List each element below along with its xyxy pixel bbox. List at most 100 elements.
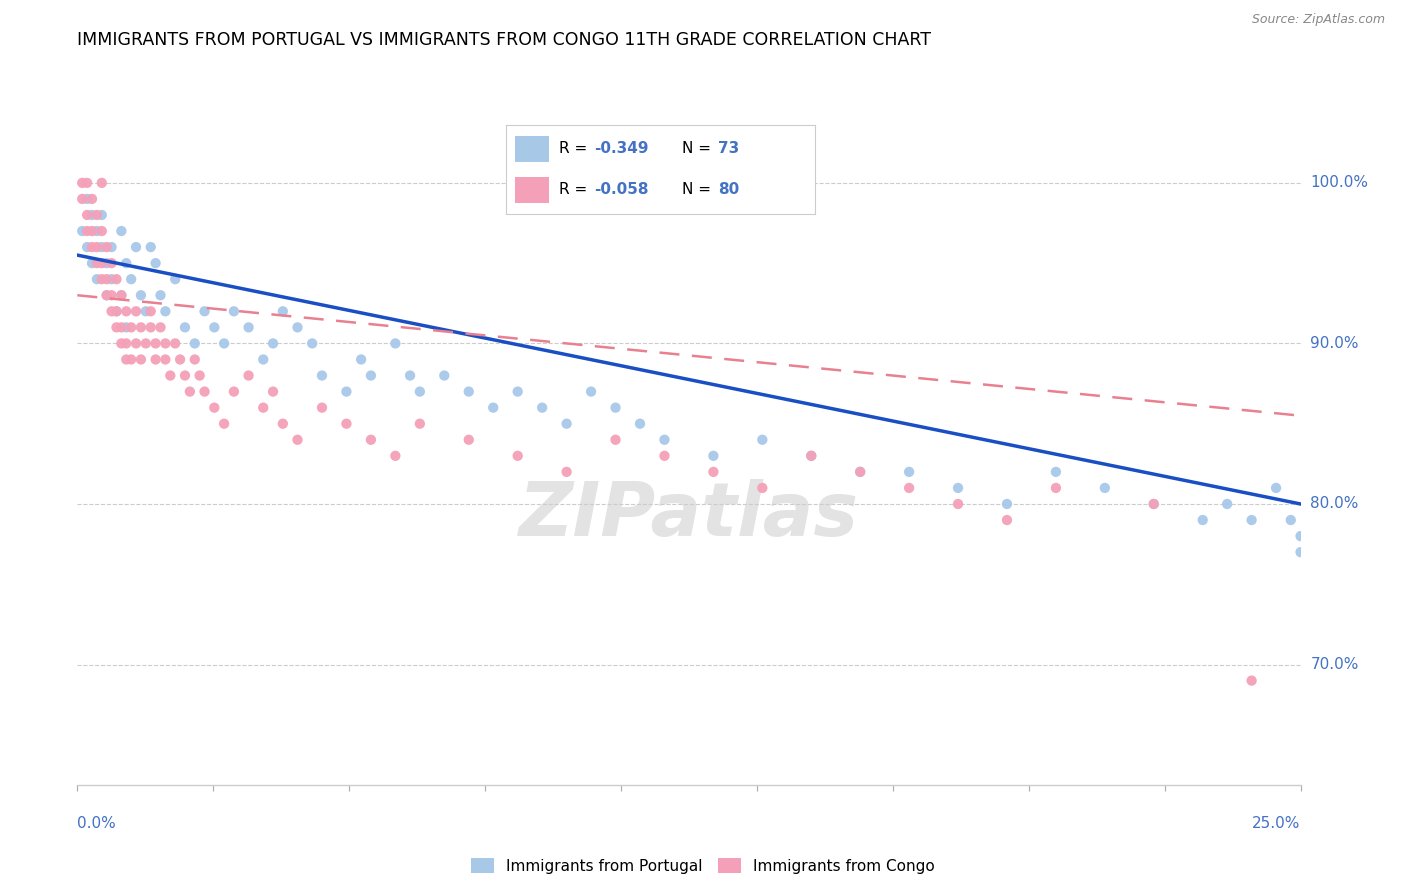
Point	[70, 224, 93, 238]
Text: ZIPatlas: ZIPatlas	[519, 479, 859, 552]
Point	[169, 352, 191, 367]
Legend: Immigrants from Portugal, Immigrants from Congo: Immigrants from Portugal, Immigrants fro…	[465, 852, 941, 880]
Point	[120, 272, 142, 286]
Text: 90.0%: 90.0%	[1310, 336, 1358, 351]
Point	[115, 256, 138, 270]
Point	[252, 401, 274, 415]
Point	[76, 208, 98, 222]
Point	[90, 240, 112, 254]
Point	[110, 224, 132, 238]
Point	[605, 433, 627, 447]
Point	[100, 272, 122, 286]
Point	[184, 352, 207, 367]
Point	[1265, 481, 1288, 495]
Point	[384, 336, 406, 351]
Text: N =: N =	[682, 142, 716, 156]
Point	[1191, 513, 1213, 527]
Point	[995, 497, 1018, 511]
Point	[654, 449, 676, 463]
Text: 80: 80	[718, 183, 740, 197]
Point	[165, 272, 187, 286]
Point	[96, 256, 118, 270]
Point	[1216, 497, 1239, 511]
Point	[145, 256, 167, 270]
Point	[946, 481, 969, 495]
Point	[482, 401, 505, 415]
Text: 100.0%: 100.0%	[1310, 176, 1368, 190]
Point	[80, 240, 103, 254]
Point	[1045, 465, 1067, 479]
Point	[100, 304, 122, 318]
Point	[751, 481, 773, 495]
Point	[898, 465, 921, 479]
Point	[579, 384, 602, 399]
Point	[120, 320, 142, 334]
Point	[125, 240, 148, 254]
Point	[100, 288, 122, 302]
Point	[110, 320, 132, 334]
Point	[90, 256, 112, 270]
Point	[179, 384, 201, 399]
Point	[409, 417, 432, 431]
Point	[654, 433, 676, 447]
Point	[90, 272, 112, 286]
Point	[110, 288, 132, 302]
Point	[155, 336, 177, 351]
Point	[145, 352, 167, 367]
Point	[129, 352, 152, 367]
Point	[751, 433, 773, 447]
Text: -0.058: -0.058	[595, 183, 648, 197]
Text: IMMIGRANTS FROM PORTUGAL VS IMMIGRANTS FROM CONGO 11TH GRADE CORRELATION CHART: IMMIGRANTS FROM PORTUGAL VS IMMIGRANTS F…	[77, 31, 931, 49]
Point	[70, 192, 93, 206]
Point	[238, 320, 260, 334]
Point	[86, 272, 108, 286]
Point	[110, 288, 132, 302]
Point	[120, 352, 142, 367]
Point	[271, 304, 294, 318]
Point	[145, 336, 167, 351]
Point	[139, 304, 162, 318]
Text: 0.0%: 0.0%	[77, 816, 117, 831]
Point	[90, 176, 112, 190]
Point	[139, 320, 162, 334]
Point	[155, 352, 177, 367]
Point	[1143, 497, 1166, 511]
Point	[433, 368, 456, 383]
Point	[110, 336, 132, 351]
Point	[506, 449, 529, 463]
Point	[262, 336, 284, 351]
Point	[702, 449, 724, 463]
Point	[86, 240, 108, 254]
Point	[399, 368, 422, 383]
Point	[149, 320, 172, 334]
Point	[80, 256, 103, 270]
Point	[222, 304, 245, 318]
Point	[159, 368, 181, 383]
Point	[605, 401, 627, 415]
Text: R =: R =	[558, 142, 592, 156]
Point	[849, 465, 872, 479]
Point	[335, 417, 357, 431]
Point	[409, 384, 432, 399]
Text: 73: 73	[718, 142, 740, 156]
Text: N =: N =	[682, 183, 716, 197]
Point	[506, 384, 529, 399]
Point	[800, 449, 823, 463]
Point	[155, 304, 177, 318]
Point	[129, 320, 152, 334]
Point	[135, 336, 157, 351]
Point	[184, 336, 207, 351]
Text: 25.0%: 25.0%	[1253, 816, 1301, 831]
Point	[946, 497, 969, 511]
Point	[311, 401, 333, 415]
Point	[139, 240, 162, 254]
Point	[90, 208, 112, 222]
Point	[115, 304, 138, 318]
Text: Source: ZipAtlas.com: Source: ZipAtlas.com	[1251, 13, 1385, 27]
Point	[125, 304, 148, 318]
Point	[628, 417, 651, 431]
Point	[702, 465, 724, 479]
Point	[311, 368, 333, 383]
Point	[360, 433, 382, 447]
Point	[555, 465, 578, 479]
